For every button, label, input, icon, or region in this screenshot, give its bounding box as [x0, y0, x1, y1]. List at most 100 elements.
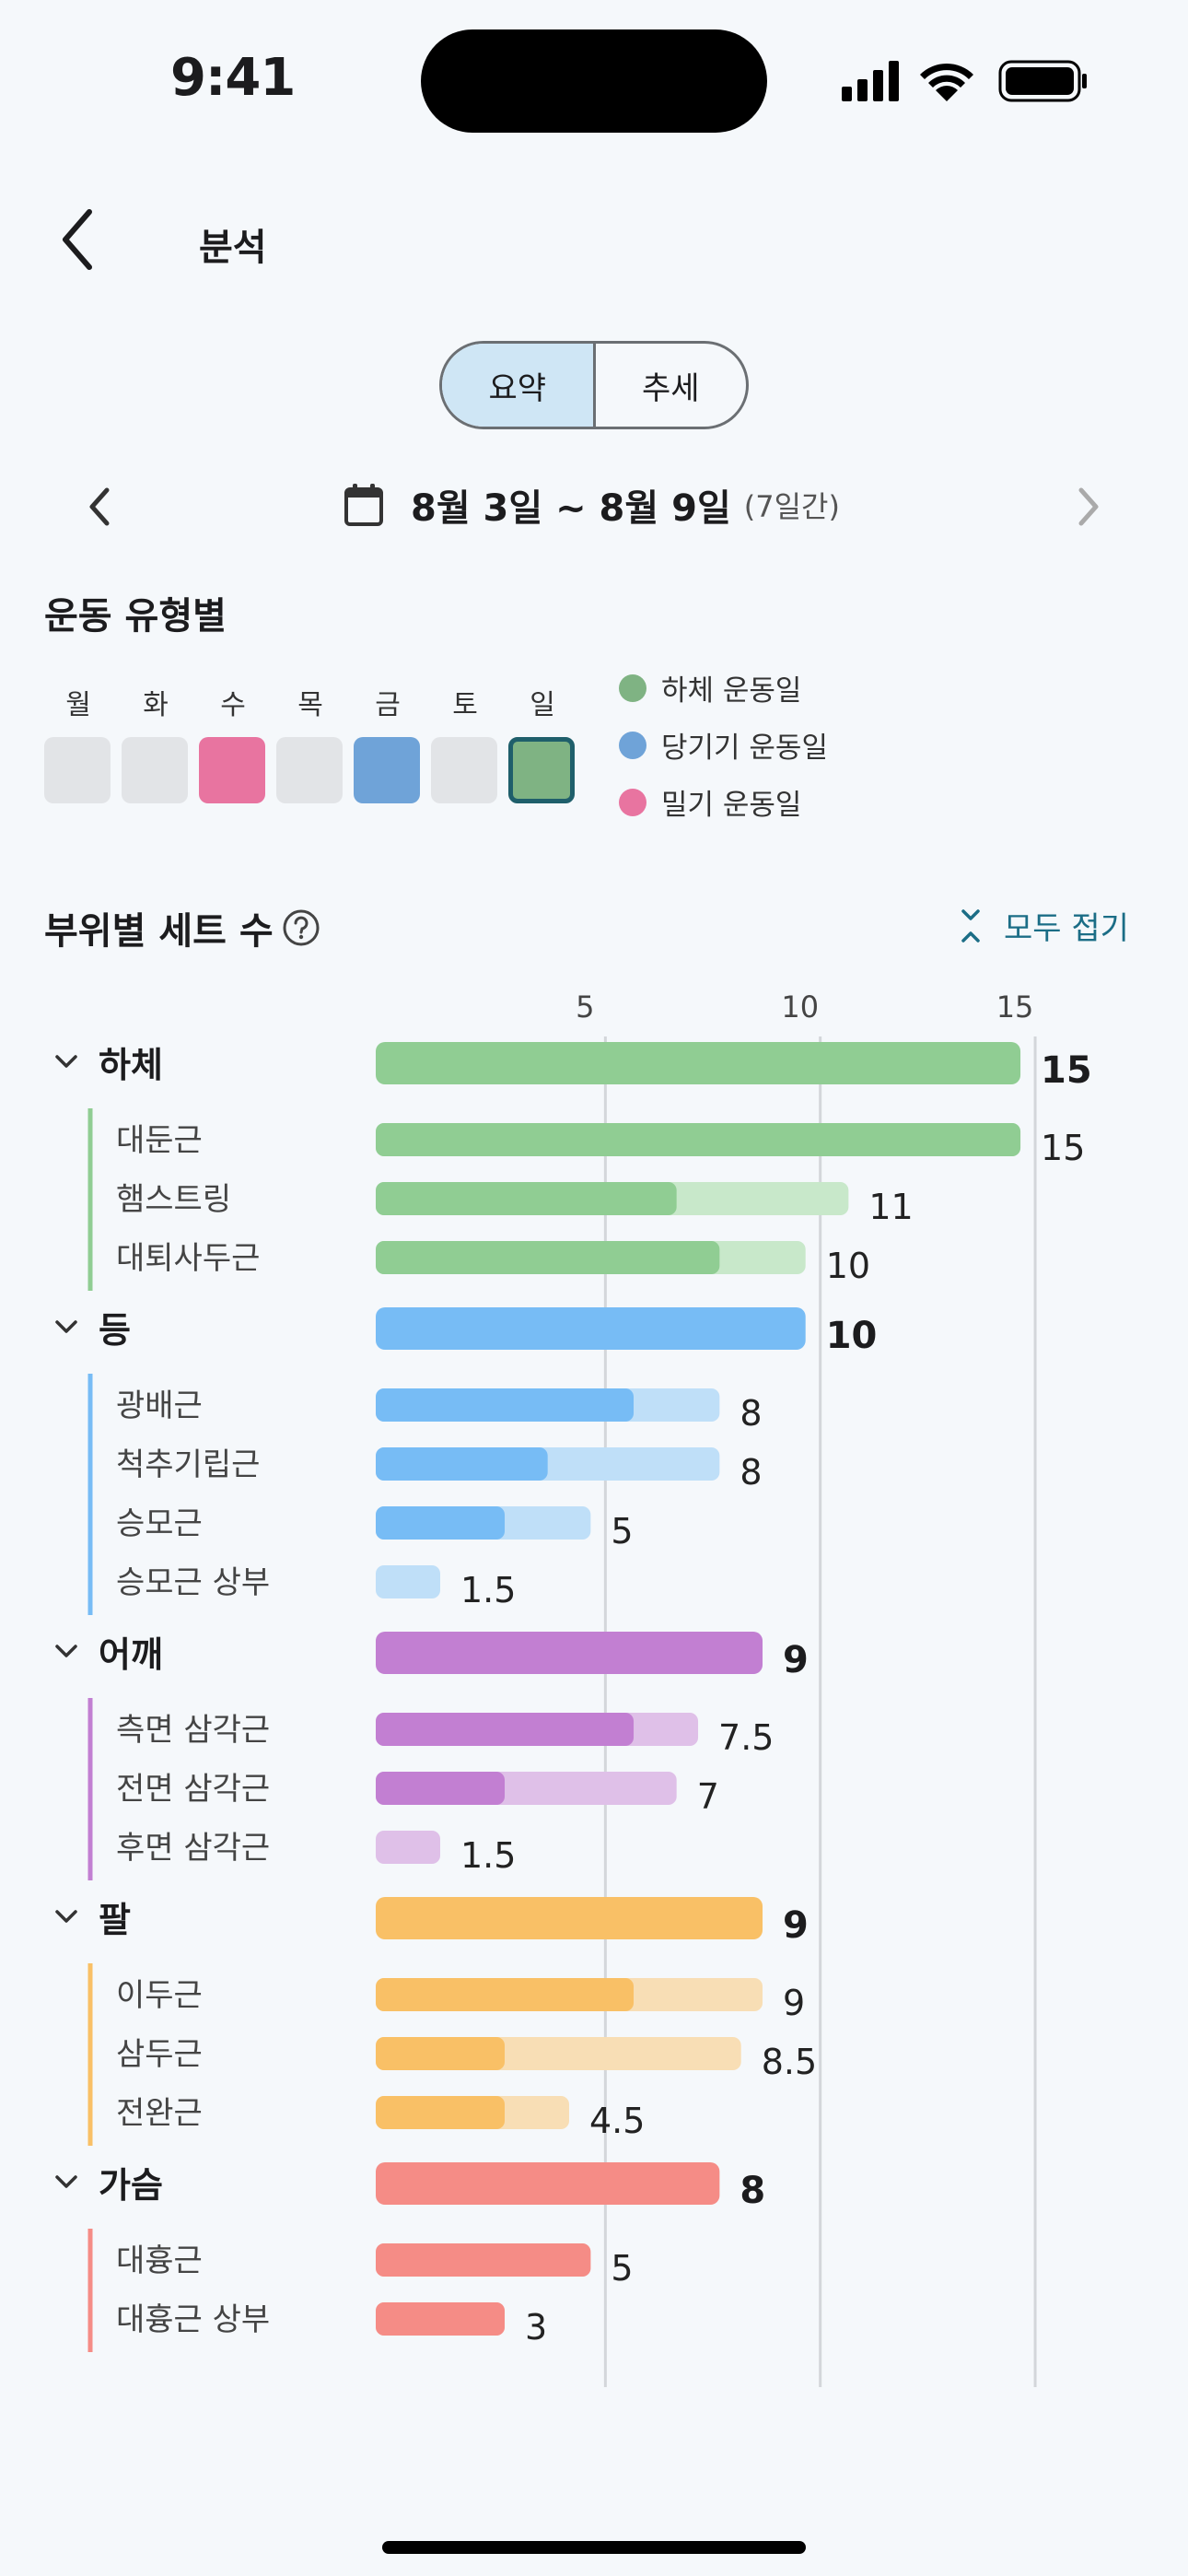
- dynamic-island: [421, 29, 767, 133]
- legend-label: 밀기 운동일: [661, 789, 802, 822]
- day-column: 화: [122, 682, 190, 803]
- workout-type-title: 운동 유형별: [44, 595, 227, 638]
- group-label: 하체: [99, 1045, 163, 1085]
- muscle-bar-direct: [376, 1388, 635, 1422]
- muscle-value: 3: [525, 2307, 547, 2348]
- muscle-value: 11: [868, 1187, 913, 1227]
- group-label: 가슴: [99, 2165, 163, 2206]
- muscle-value: 15: [1041, 1128, 1085, 1168]
- wifi-icon: [920, 63, 973, 101]
- group-value: 8: [740, 2170, 765, 2212]
- x-tick-label: 5: [576, 989, 594, 1025]
- day-cell[interactable]: [44, 737, 111, 803]
- chevron-down-icon: [55, 1055, 77, 1068]
- group-value: 10: [826, 1315, 878, 1357]
- day-label: 목: [297, 689, 323, 721]
- collapse-all-label: 모두 접기: [1004, 910, 1129, 947]
- day-label: 일: [530, 689, 555, 721]
- battery-icon: [998, 60, 1087, 102]
- muscle-bar-direct: [376, 1713, 635, 1746]
- chevron-down-icon: [55, 1320, 77, 1333]
- group-bar: [376, 1632, 763, 1674]
- day-column: 금: [354, 682, 422, 803]
- help-icon[interactable]: [282, 908, 320, 947]
- x-tick-label: 15: [996, 989, 1034, 1025]
- sets-chart: 5 10 15 하체 15 대둔근 15 햄스트링 11 대퇴사두근 10 등 10 광배근 8 척추기립근 8…: [55, 989, 1092, 2387]
- sets-by-part-title: 부위별 세트 수: [44, 910, 274, 953]
- muscle-value: 1.5: [460, 1570, 516, 1610]
- status-icons: [842, 60, 1087, 102]
- muscle-bar-direct: [376, 2243, 591, 2277]
- previous-week-icon[interactable]: [81, 481, 118, 533]
- muscle-bar-direct: [376, 2037, 506, 2070]
- muscle-bar-direct: [376, 1447, 548, 1481]
- group-value: 15: [1041, 1049, 1092, 1092]
- day-cell[interactable]: [276, 737, 343, 803]
- group-label: 팔: [99, 1900, 131, 1940]
- group-label: 어깨: [99, 1634, 163, 1675]
- legend-dot-pull: [619, 731, 646, 759]
- day-column: 일: [508, 682, 577, 803]
- x-tick-label: 10: [781, 989, 819, 1025]
- muscle-label: 광배근: [116, 1388, 203, 1424]
- muscle-bar-total: [376, 1565, 441, 1598]
- next-week-icon[interactable]: [1070, 481, 1107, 533]
- home-indicator: [382, 2541, 806, 2554]
- calendar-icon: [344, 484, 383, 526]
- muscle-bar-direct: [376, 1241, 720, 1274]
- day-cell[interactable]: [122, 737, 188, 803]
- legend-legs: 하체 운동일: [619, 667, 801, 708]
- muscle-label: 승모근: [116, 1505, 203, 1542]
- day-cell[interactable]: [508, 737, 575, 803]
- muscle-label: 이두근: [116, 1977, 203, 2014]
- muscle-label: 전면 삼각근: [116, 1771, 270, 1808]
- muscle-label: 측면 삼각근: [116, 1712, 270, 1749]
- collapse-all-button[interactable]: 모두 접기: [958, 903, 1129, 948]
- chevron-down-icon: [55, 2175, 77, 2188]
- day-column: 목: [276, 682, 344, 803]
- muscle-value: 7.5: [718, 1717, 774, 1758]
- signal-icon: [842, 61, 899, 101]
- day-column: 토: [431, 682, 499, 803]
- muscle-bar-direct: [376, 1123, 1021, 1156]
- day-cell[interactable]: [354, 737, 420, 803]
- muscle-bar-direct: [376, 2302, 506, 2336]
- muscle-bar-direct: [376, 1772, 506, 1805]
- legend-dot-push: [619, 788, 646, 816]
- day-column: 월: [44, 682, 112, 803]
- legend-label: 당기기 운동일: [661, 732, 828, 765]
- day-cell[interactable]: [431, 737, 497, 803]
- status-time: 9:41: [170, 48, 296, 108]
- day-label: 토: [452, 689, 478, 721]
- tab-summary[interactable]: 요약: [442, 344, 596, 427]
- chevron-down-icon: [55, 1910, 77, 1923]
- muscle-label: 척추기립근: [116, 1446, 260, 1483]
- muscle-label: 대퇴사두근: [116, 1240, 260, 1277]
- date-range-selector[interactable]: 8월 3일 ~ 8월 9일 (7일간): [343, 479, 840, 531]
- group-bar: [376, 1307, 806, 1350]
- muscle-value: 8: [740, 1393, 762, 1434]
- day-label: 화: [143, 689, 169, 721]
- back-icon[interactable]: [51, 203, 110, 276]
- group-value: 9: [783, 1639, 809, 1681]
- muscle-value: 8: [740, 1452, 762, 1493]
- muscle-bar-total: [376, 1831, 441, 1864]
- group-label: 등: [99, 1310, 131, 1351]
- page-title: 분석: [199, 227, 267, 269]
- legend-label: 하체 운동일: [661, 674, 802, 708]
- muscle-value: 5: [611, 2248, 633, 2289]
- muscle-label: 승모근 상부: [116, 1564, 270, 1601]
- group-bar: [376, 2162, 720, 2205]
- collapse-icon: [961, 908, 980, 943]
- muscle-label: 대흉근 상부: [116, 2301, 270, 2338]
- muscle-label: 전완근: [116, 2095, 203, 2132]
- muscle-label: 대흉근: [116, 2242, 203, 2279]
- day-label: 월: [65, 689, 91, 721]
- date-count-label: (7일간): [743, 489, 840, 524]
- muscle-bar-direct: [376, 1506, 506, 1540]
- tab-trend[interactable]: 추세: [641, 369, 700, 407]
- group-bar: [376, 1897, 763, 1939]
- day-label: 금: [375, 689, 401, 721]
- muscle-value: 8.5: [762, 2042, 817, 2082]
- day-cell[interactable]: [199, 737, 265, 803]
